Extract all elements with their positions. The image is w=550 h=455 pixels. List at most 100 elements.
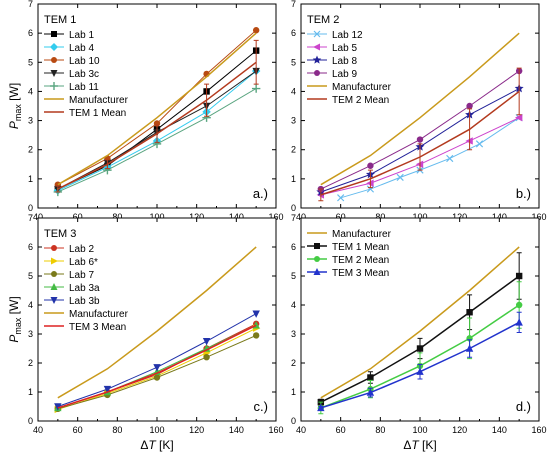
legend-label: TEM 3 Mean [332, 268, 389, 279]
legend-label: Lab 4 [69, 43, 94, 54]
data-point [251, 84, 261, 93]
y-tick-label: 5 [28, 57, 33, 67]
data-point [202, 338, 211, 346]
legend-marker [51, 245, 57, 251]
legend-item-lab-3c: Lab 3c [44, 69, 99, 80]
legend-label: Lab 9 [332, 69, 357, 80]
x-tick-label: 160 [531, 425, 546, 435]
legend: TEM 2 Lab 12 Lab 5 Lab 8 Lab 9 Manufacturer TE… [307, 14, 392, 106]
series-manufacturer [320, 246, 520, 399]
series-tem-3-mean [317, 311, 523, 412]
data-point [515, 301, 523, 309]
x-tick-label: 140 [229, 425, 244, 435]
y-tick-label: 3 [291, 329, 296, 339]
x-tick-label: 100 [149, 212, 164, 222]
y-tick-label: 3 [28, 116, 33, 126]
y-tick-label: 3 [291, 116, 296, 126]
data-point [396, 173, 404, 182]
x-tick-label: 160 [268, 212, 283, 222]
data-point [416, 345, 424, 352]
y-tick-label: 2 [28, 145, 33, 155]
legend-label: Lab 10 [69, 56, 100, 67]
x-tick-label: 80 [112, 212, 122, 222]
x-tick-label: 40 [296, 425, 306, 435]
y-tick-label: 1 [291, 387, 296, 397]
data-point [252, 332, 260, 339]
legend-marker [313, 43, 320, 51]
y-axis-title: Pmax [W] [7, 83, 23, 129]
data-point [252, 310, 260, 318]
y-tick-label: 7 [291, 213, 296, 223]
legend-marker [51, 271, 57, 277]
y-tick-label: 6 [291, 28, 296, 38]
legend-label: Lab 5 [332, 43, 357, 54]
series-line [320, 32, 520, 186]
data-point [416, 367, 424, 375]
data-point [317, 403, 325, 412]
data-point [466, 309, 473, 316]
legend-item-lab-5: Lab 5 [307, 43, 357, 54]
legend-item-tem-1-mean: TEM 1 Mean [44, 108, 126, 119]
legend-item-manufacturer: Manufacturer [307, 82, 392, 93]
y-tick-label: 4 [28, 300, 33, 310]
series-manufacturer [57, 246, 257, 399]
legend-label: Manufacturer [332, 229, 392, 240]
legend-label: TEM 2 Mean [332, 95, 389, 106]
legend-marker [51, 257, 58, 265]
legend: Manufacturer TEM 1 Mean TEM 2 Mean TEM 3 Me… [307, 229, 392, 279]
x-tick-label: 80 [375, 425, 385, 435]
y-tick-label: 4 [28, 86, 33, 96]
y-tick-label: 5 [291, 271, 296, 281]
legend-item-lab-12: Lab 12 [307, 30, 363, 41]
legend-label: Lab 8 [332, 56, 357, 67]
legend-label: Lab 3b [69, 296, 100, 307]
legend-item-manufacturer: Manufacturer [44, 309, 129, 320]
chart-panel-2: 40 60 80 100 120 140 160 0 1 2 3 4 5 6 7 b.) TEM 2 Lab 12… [291, 0, 547, 222]
data-point [367, 162, 374, 169]
x-tick-label: 40 [33, 425, 43, 435]
data-point [446, 154, 454, 163]
y-tick-label: 7 [291, 0, 296, 9]
x-tick-label: 120 [452, 212, 467, 222]
legend-item-tem-3-mean: TEM 3 Mean [44, 322, 126, 333]
legend-marker [314, 243, 320, 249]
legend-label: Lab 3c [69, 69, 99, 80]
x-tick-label: 140 [492, 212, 507, 222]
series-tem-3-mean [57, 324, 257, 409]
y-tick-label: 1 [291, 174, 296, 184]
legend-item-lab-3a: Lab 3a [44, 283, 100, 294]
error-bar [55, 185, 61, 193]
legend-item-tem-3-mean: TEM 3 Mean [307, 268, 389, 279]
y-tick-label: 4 [291, 300, 296, 310]
error-bar [318, 188, 324, 202]
legend-marker [313, 30, 321, 38]
y-tick-label: 4 [291, 86, 296, 96]
legend-item-lab-10: Lab 10 [44, 56, 100, 67]
error-bar [367, 169, 373, 189]
x-tick-label: 60 [73, 425, 83, 435]
x-tick-label: 120 [189, 425, 204, 435]
data-point [366, 185, 375, 193]
panel-title: TEM 2 [307, 14, 339, 26]
data-point [515, 272, 523, 280]
legend-item-tem-1-mean: TEM 1 Mean [307, 242, 389, 253]
panel-title: TEM 1 [44, 14, 76, 26]
legend-label: Lab 2 [69, 244, 94, 255]
panel-title: TEM 3 [44, 228, 76, 240]
series-tem-2-mean [318, 67, 522, 202]
legend: TEM 1 Lab 1 Lab 4 Lab 10 Lab 3c Lab 11 Manufac… [44, 14, 129, 119]
legend-label: Lab 1 [69, 30, 94, 41]
data-point [416, 136, 424, 143]
legend-marker [50, 70, 58, 77]
y-tick-label: 0 [28, 416, 33, 426]
data-point [54, 403, 62, 411]
data-point [366, 388, 375, 396]
series-line [57, 324, 257, 409]
x-tick-label: 60 [73, 212, 83, 222]
chart-panel-3: 40 60 80 100 120 140 160 0 1 2 3 4 5 6 7 Pmax [W] ΔT [K]… [7, 213, 284, 452]
chart-panel-1: 40 60 80 100 120 140 160 0 1 2 3 4 5 6 7 Pmax [W] a.) TEM… [7, 0, 284, 222]
data-point [466, 102, 473, 110]
y-tick-label: 1 [28, 174, 33, 184]
legend-label: Lab 3a [69, 283, 100, 294]
legend-label: Manufacturer [332, 82, 392, 93]
